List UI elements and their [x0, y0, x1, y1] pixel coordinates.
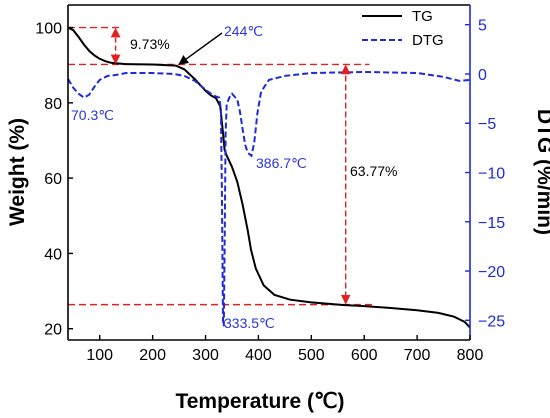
plot-frame	[67, 4, 471, 341]
x-tick-label: 400	[245, 347, 272, 364]
x-tick-label: 700	[404, 347, 431, 364]
annotation-arrows	[110, 27, 351, 305]
x-tick-label: 600	[351, 347, 378, 364]
y2-axis-title: DTG (%/min)	[533, 109, 550, 235]
y2-tick-label: −10	[478, 166, 505, 183]
x-tick-label: 800	[457, 347, 484, 364]
y2-tick-label: −15	[478, 215, 505, 232]
x-tick-label: 100	[86, 347, 113, 364]
y-tick-label: 100	[35, 21, 62, 38]
x-tick-label: 300	[192, 347, 219, 364]
x-tick-label: 200	[139, 347, 166, 364]
y-tick-label: 60	[44, 171, 62, 188]
y-axis-title: Weight (%)	[6, 118, 29, 226]
x-axis-title: Temperature (℃)	[175, 390, 344, 413]
annotation-dtg-peak-2: 333.5℃	[224, 315, 275, 331]
y-tick-label: 40	[44, 246, 62, 263]
legend-dtg-label: DTG	[412, 32, 444, 49]
annotation-tg-first-loss: 9.73%	[130, 36, 170, 52]
y2-tick-label: 0	[478, 67, 487, 84]
arrow-onset	[178, 32, 223, 65]
annotation-dtg-peak-1: 70.3℃	[71, 107, 114, 123]
legend-tg-label: TG	[412, 8, 433, 25]
annotation-tg-main-loss: 63.77%	[350, 163, 397, 179]
y2-tick-label: 5	[478, 18, 487, 35]
annotation-dtg-peak-3: 386.7℃	[256, 155, 307, 171]
y2-tick-label: −20	[478, 264, 505, 281]
y2-tick-label: −5	[478, 116, 496, 133]
dtg-series-line	[67, 70, 471, 327]
legend: TG DTG	[362, 8, 444, 49]
guide-lines	[68, 26, 373, 306]
y-tick-label: 20	[44, 322, 62, 339]
axis-ticks: 100 200 300 400 500 600 700 800 20 40 60 80 100 5 0 −5 −…	[35, 18, 505, 364]
x-tick-label: 500	[298, 347, 325, 364]
annotation-tg-onset: 244℃	[224, 23, 263, 39]
tg-series-line	[67, 26, 471, 329]
y2-tick-label: −25	[478, 313, 505, 330]
y-tick-label: 80	[44, 96, 62, 113]
